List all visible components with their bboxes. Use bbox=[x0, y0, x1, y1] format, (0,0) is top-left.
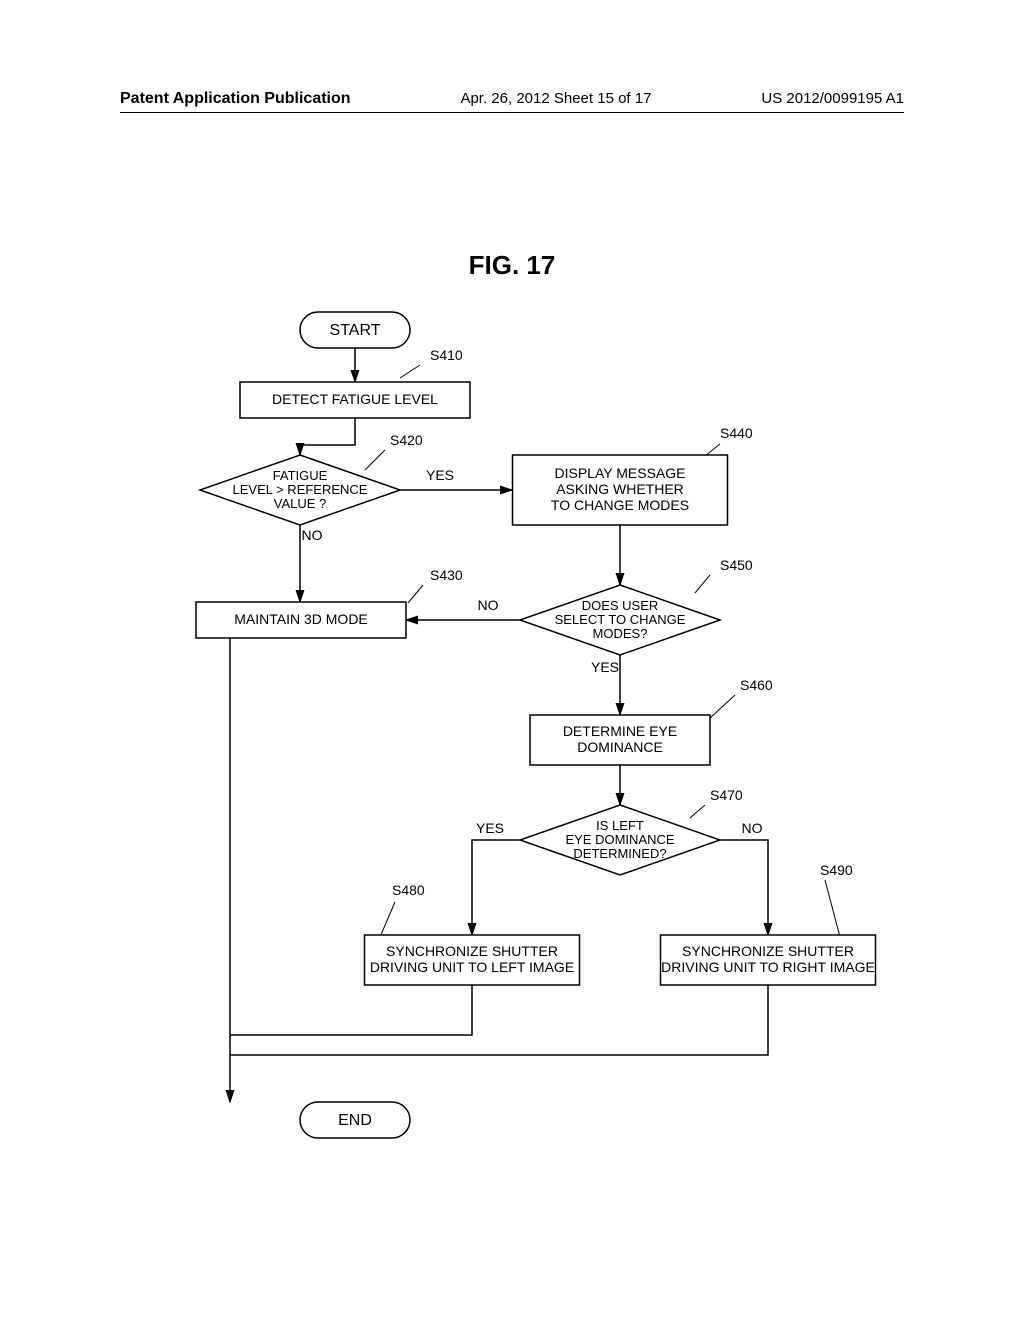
svg-text:S410: S410 bbox=[430, 347, 463, 363]
svg-text:S460: S460 bbox=[740, 677, 773, 693]
svg-text:SYNCHRONIZE SHUTTER: SYNCHRONIZE SHUTTER bbox=[682, 943, 854, 959]
svg-text:DOES USER: DOES USER bbox=[582, 598, 659, 613]
svg-text:TO CHANGE MODES: TO CHANGE MODES bbox=[551, 497, 689, 513]
svg-text:DRIVING UNIT TO RIGHT IMAGE: DRIVING UNIT TO RIGHT IMAGE bbox=[661, 959, 875, 975]
flowchart-diagram: START END DETECT FATIGUE LEVEL S410 DISPLAY … bbox=[0, 0, 1024, 1320]
svg-text:DETERMINED?: DETERMINED? bbox=[573, 846, 666, 861]
svg-text:ASKING WHETHER: ASKING WHETHER bbox=[556, 481, 684, 497]
svg-text:YES: YES bbox=[426, 467, 454, 483]
svg-text:NO: NO bbox=[742, 820, 763, 836]
svg-text:NO: NO bbox=[302, 527, 323, 543]
svg-text:VALUE ?: VALUE ? bbox=[274, 496, 327, 511]
svg-text:SELECT TO CHANGE: SELECT TO CHANGE bbox=[555, 612, 686, 627]
svg-text:S430: S430 bbox=[430, 567, 463, 583]
svg-text:S440: S440 bbox=[720, 425, 753, 441]
svg-text:EYE DOMINANCE: EYE DOMINANCE bbox=[565, 832, 674, 847]
svg-text:DRIVING UNIT TO LEFT IMAGE: DRIVING UNIT TO LEFT IMAGE bbox=[370, 959, 574, 975]
svg-text:DETERMINE EYE: DETERMINE EYE bbox=[563, 723, 677, 739]
svg-text:NO: NO bbox=[478, 597, 499, 613]
svg-text:S420: S420 bbox=[390, 432, 423, 448]
svg-text:S480: S480 bbox=[392, 882, 425, 898]
svg-text:S450: S450 bbox=[720, 557, 753, 573]
svg-text:S470: S470 bbox=[710, 787, 743, 803]
svg-text:YES: YES bbox=[476, 820, 504, 836]
svg-text:DETECT FATIGUE LEVEL: DETECT FATIGUE LEVEL bbox=[272, 391, 438, 407]
svg-text:MAINTAIN 3D MODE: MAINTAIN 3D MODE bbox=[234, 611, 368, 627]
svg-text:DISPLAY MESSAGE: DISPLAY MESSAGE bbox=[555, 465, 686, 481]
svg-text:S490: S490 bbox=[820, 862, 853, 878]
svg-text:FATIGUE: FATIGUE bbox=[273, 468, 328, 483]
svg-text:MODES?: MODES? bbox=[593, 626, 648, 641]
svg-text:SYNCHRONIZE SHUTTER: SYNCHRONIZE SHUTTER bbox=[386, 943, 558, 959]
svg-text:DOMINANCE: DOMINANCE bbox=[577, 739, 663, 755]
svg-text:END: END bbox=[338, 1112, 372, 1129]
svg-text:LEVEL > REFERENCE: LEVEL > REFERENCE bbox=[233, 482, 368, 497]
svg-text:START: START bbox=[330, 322, 381, 339]
svg-text:YES: YES bbox=[591, 659, 619, 675]
svg-text:IS LEFT: IS LEFT bbox=[596, 818, 644, 833]
